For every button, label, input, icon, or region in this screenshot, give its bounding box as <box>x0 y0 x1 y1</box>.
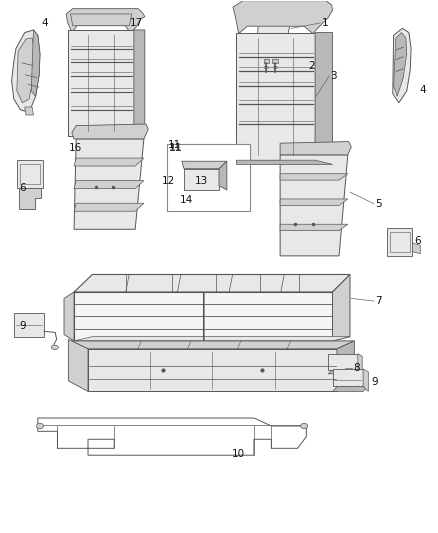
Polygon shape <box>332 274 350 341</box>
Text: 9: 9 <box>19 321 26 331</box>
Polygon shape <box>74 158 144 166</box>
Text: 12: 12 <box>162 176 176 187</box>
Polygon shape <box>393 28 411 103</box>
Polygon shape <box>74 203 144 211</box>
Polygon shape <box>387 228 413 256</box>
Polygon shape <box>74 292 332 341</box>
Polygon shape <box>280 199 348 205</box>
Polygon shape <box>280 224 348 231</box>
Polygon shape <box>71 14 132 26</box>
Polygon shape <box>264 59 269 63</box>
Polygon shape <box>272 59 278 63</box>
Polygon shape <box>257 25 290 46</box>
Polygon shape <box>74 337 350 341</box>
Text: 14: 14 <box>180 195 193 205</box>
Polygon shape <box>328 354 358 369</box>
Bar <box>166 144 250 211</box>
Polygon shape <box>71 341 354 349</box>
Polygon shape <box>280 142 351 155</box>
Polygon shape <box>17 160 42 188</box>
Polygon shape <box>74 274 350 292</box>
Text: 11: 11 <box>169 143 182 152</box>
Polygon shape <box>394 33 407 96</box>
Polygon shape <box>12 30 40 112</box>
Polygon shape <box>184 168 219 190</box>
Polygon shape <box>74 181 144 189</box>
Polygon shape <box>68 30 134 136</box>
Polygon shape <box>64 292 74 341</box>
Text: 2: 2 <box>308 61 315 70</box>
Text: 7: 7 <box>375 296 382 306</box>
Polygon shape <box>233 1 332 34</box>
Text: 5: 5 <box>375 199 382 209</box>
Polygon shape <box>14 313 44 337</box>
Text: 3: 3 <box>330 71 337 81</box>
Polygon shape <box>237 160 332 165</box>
Polygon shape <box>413 243 420 254</box>
Polygon shape <box>36 423 43 429</box>
Text: 4: 4 <box>41 18 48 28</box>
Polygon shape <box>280 155 348 256</box>
Text: 4: 4 <box>419 85 426 95</box>
Polygon shape <box>363 369 368 391</box>
Text: 8: 8 <box>353 362 360 373</box>
Polygon shape <box>74 139 144 229</box>
Text: 6: 6 <box>19 183 26 193</box>
Polygon shape <box>256 16 291 26</box>
Polygon shape <box>328 369 362 374</box>
Text: 13: 13 <box>195 176 208 187</box>
Polygon shape <box>182 161 227 168</box>
Polygon shape <box>68 340 88 391</box>
Text: 10: 10 <box>232 449 245 458</box>
Polygon shape <box>300 423 307 429</box>
Text: 9: 9 <box>372 377 378 387</box>
Polygon shape <box>19 188 41 209</box>
Polygon shape <box>219 161 227 190</box>
Polygon shape <box>25 107 33 115</box>
Polygon shape <box>280 174 348 180</box>
Polygon shape <box>51 345 58 350</box>
Polygon shape <box>31 30 40 96</box>
Polygon shape <box>17 38 35 103</box>
Text: 11: 11 <box>168 140 181 150</box>
Polygon shape <box>88 349 337 391</box>
Polygon shape <box>66 9 145 33</box>
Polygon shape <box>315 33 332 160</box>
Polygon shape <box>337 341 354 391</box>
Polygon shape <box>332 386 368 391</box>
Polygon shape <box>358 354 362 374</box>
Polygon shape <box>332 369 363 386</box>
Text: 1: 1 <box>321 18 328 28</box>
Polygon shape <box>237 33 315 160</box>
Polygon shape <box>72 124 148 139</box>
Text: 17: 17 <box>129 18 143 28</box>
Text: 16: 16 <box>68 143 81 154</box>
Polygon shape <box>134 30 145 136</box>
Text: 6: 6 <box>415 236 421 246</box>
